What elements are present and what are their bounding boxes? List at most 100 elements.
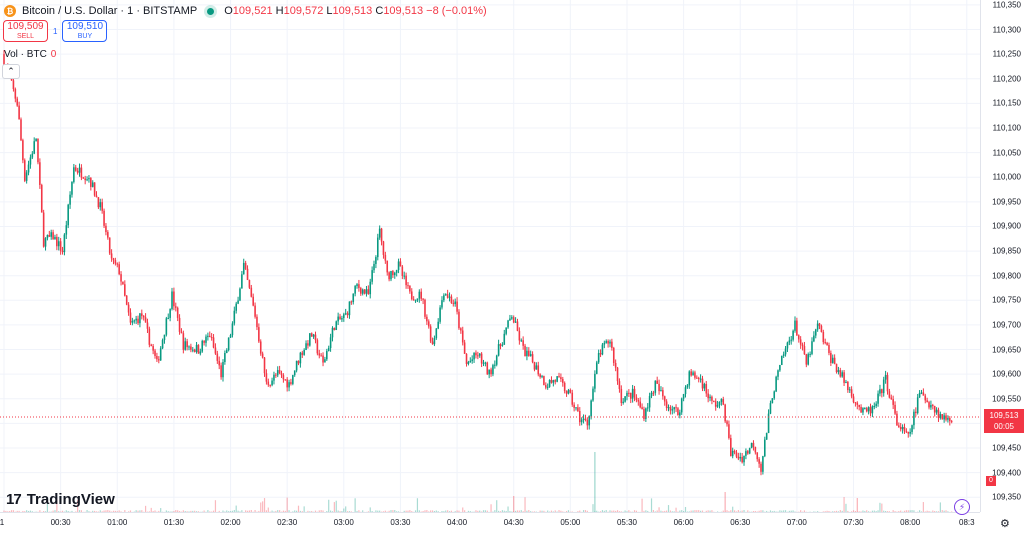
candle-body [232, 323, 234, 335]
candle-body [524, 346, 526, 356]
candle-body [560, 377, 562, 379]
candle-body [668, 407, 670, 408]
price-chart[interactable] [0, 0, 980, 512]
candle-body [175, 306, 177, 308]
candle-body [328, 348, 330, 351]
candle-body [486, 363, 488, 375]
gear-icon[interactable]: ⚙ [1000, 517, 1010, 530]
candle-body [632, 389, 634, 399]
candle-body [411, 291, 413, 299]
candle-body [441, 300, 443, 307]
time-tick-label: 03:30 [390, 518, 410, 527]
candle-body [385, 255, 387, 261]
candle-body [313, 335, 315, 337]
buy-label: BUY [63, 32, 106, 41]
candle-body [551, 380, 553, 383]
candle-body [35, 139, 37, 141]
volume-bar [651, 498, 652, 512]
candle-body [22, 140, 24, 160]
candle-body [381, 229, 383, 242]
candle-body [343, 314, 345, 318]
candle-body [734, 451, 736, 453]
candle-body [747, 451, 749, 453]
candle-body [426, 317, 428, 322]
candle-body [704, 384, 706, 388]
chevron-up-icon[interactable]: ⌃ [2, 64, 20, 79]
candle-body [132, 321, 134, 323]
candle-body [679, 412, 681, 415]
candle-body [154, 351, 156, 356]
price-tick-label: 109,650 [992, 345, 1021, 354]
trade-buttons: 109,509 SELL 1 109,510 BUY [3, 20, 107, 42]
candle-body [885, 375, 887, 380]
candle-body [473, 353, 475, 360]
candle-body [671, 409, 673, 410]
candle-body [517, 322, 519, 331]
candle-body [651, 393, 653, 396]
candle-body [345, 313, 347, 314]
candle-body [224, 353, 226, 362]
time-tick-label: 00:30 [51, 518, 71, 527]
last-price-value: 109,513 [984, 410, 1024, 421]
candle-body [781, 356, 783, 365]
candle-body [811, 341, 813, 354]
candle-body [777, 370, 779, 376]
candle-body [728, 424, 730, 438]
candle-body [902, 427, 904, 429]
candle-body [832, 358, 834, 363]
sell-button[interactable]: 109,509 SELL [3, 20, 48, 42]
volume-bar [513, 496, 514, 512]
candle-body [700, 379, 702, 380]
candle-body [713, 401, 715, 402]
candle-body [496, 356, 498, 365]
candle-body [751, 443, 753, 448]
volume-bar [524, 497, 525, 512]
tradingview-logo[interactable]: 17 TradingView [6, 491, 115, 508]
candle-body [277, 370, 279, 375]
candle-body [617, 368, 619, 381]
candle-body [226, 350, 228, 353]
time-tick-label: 06:00 [674, 518, 694, 527]
candle-body [666, 401, 668, 408]
candle-body [549, 380, 551, 387]
volume-bar [334, 502, 335, 512]
candle-body [792, 331, 794, 340]
time-tick-label: 03:00 [334, 518, 354, 527]
candle-body [356, 284, 358, 286]
candle-body [553, 380, 555, 383]
candle-body [200, 352, 202, 354]
candle-body [190, 346, 192, 349]
candle-body [492, 365, 494, 374]
candle-body [420, 292, 422, 299]
candle-body [147, 323, 149, 329]
time-tick-label: 02:30 [277, 518, 297, 527]
volume-label[interactable]: Vol · BTC [4, 49, 47, 60]
candle-body [921, 393, 923, 394]
candle-body [419, 292, 421, 299]
candle-body [764, 440, 766, 457]
time-tick-label: 07:00 [787, 518, 807, 527]
symbol-title[interactable]: Bitcoin / U.S. Dollar · 1 · BITSTAMP [22, 5, 197, 17]
chart-area[interactable] [0, 0, 980, 512]
lightning-icon[interactable]: ⚡ [954, 499, 970, 515]
candle-body [436, 329, 438, 339]
candle-body [124, 284, 126, 295]
buy-button[interactable]: 109,510 BUY [62, 20, 107, 42]
candle-body [670, 407, 672, 410]
volume-bar [260, 502, 261, 512]
candle-body [717, 405, 719, 407]
candle-body [396, 270, 398, 273]
candle-body [203, 341, 205, 343]
candle-body [105, 226, 107, 232]
candle-body [415, 300, 417, 301]
candle-body [128, 305, 130, 313]
candle-body [907, 432, 909, 434]
candle-body [828, 345, 830, 353]
candle-body [341, 318, 343, 319]
candle-body [183, 333, 185, 350]
candle-body [564, 383, 566, 391]
candle-body [150, 345, 152, 346]
